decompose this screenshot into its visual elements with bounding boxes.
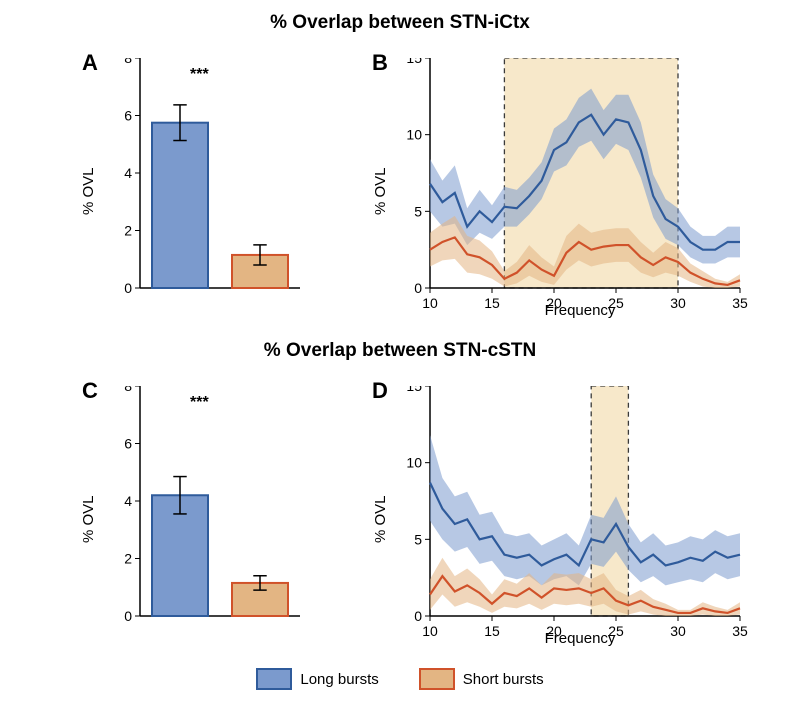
figure-root: % Overlap between STN-iCtx A 0 2 4 6 8 % OVL… bbox=[0, 0, 800, 716]
legend-item-long: Long bursts bbox=[256, 668, 378, 690]
ylabel-A: % OVL bbox=[80, 167, 97, 215]
svg-text:10: 10 bbox=[406, 455, 422, 471]
ylabel-B: % OVL bbox=[372, 167, 389, 215]
svg-text:2: 2 bbox=[124, 223, 132, 239]
svg-text:6: 6 bbox=[124, 108, 132, 124]
svg-text:15: 15 bbox=[484, 295, 500, 311]
ylabel-D: % OVL bbox=[372, 495, 389, 543]
legend-item-short: Short bursts bbox=[419, 668, 544, 690]
legend-label-long: Long bursts bbox=[300, 671, 378, 688]
panel-label-D: D bbox=[372, 378, 388, 404]
svg-text:2: 2 bbox=[124, 551, 132, 567]
svg-text:0: 0 bbox=[124, 280, 132, 296]
panel-label-A: A bbox=[82, 50, 98, 76]
svg-text:5: 5 bbox=[414, 531, 422, 547]
panel-label-B: B bbox=[372, 50, 388, 76]
legend-swatch-long bbox=[256, 668, 292, 690]
svg-text:35: 35 bbox=[732, 623, 748, 639]
svg-text:15: 15 bbox=[406, 58, 422, 66]
line-chart-D: 051015101520253035 bbox=[400, 386, 760, 646]
svg-text:0: 0 bbox=[124, 608, 132, 624]
svg-text:10: 10 bbox=[422, 295, 438, 311]
bar-chart-A: 0 2 4 6 8 bbox=[110, 58, 300, 318]
legend-label-short: Short bursts bbox=[463, 671, 544, 688]
svg-text:8: 8 bbox=[124, 386, 132, 394]
svg-text:6: 6 bbox=[124, 436, 132, 452]
svg-text:10: 10 bbox=[406, 127, 422, 143]
svg-text:0: 0 bbox=[414, 608, 422, 624]
svg-text:5: 5 bbox=[414, 203, 422, 219]
line-chart-B: 051015101520253035 bbox=[400, 58, 760, 318]
panel-label-C: C bbox=[82, 378, 98, 404]
legend-swatch-short bbox=[419, 668, 455, 690]
svg-text:4: 4 bbox=[124, 165, 132, 181]
ylabel-C: % OVL bbox=[80, 495, 97, 543]
title-bottom: % Overlap between STN-cSTN bbox=[0, 340, 800, 362]
xlabel-D: Frequency bbox=[500, 630, 660, 647]
svg-text:10: 10 bbox=[422, 623, 438, 639]
bar-chart-C: 0 2 4 6 8 bbox=[110, 386, 300, 646]
svg-text:4: 4 bbox=[124, 493, 132, 509]
svg-text:0: 0 bbox=[414, 280, 422, 296]
xlabel-B: Frequency bbox=[500, 302, 660, 319]
svg-text:15: 15 bbox=[406, 386, 422, 394]
legend: Long bursts Short bursts bbox=[0, 668, 800, 690]
svg-text:15: 15 bbox=[484, 623, 500, 639]
title-top: % Overlap between STN-iCtx bbox=[0, 12, 800, 34]
svg-text:30: 30 bbox=[670, 623, 686, 639]
svg-text:35: 35 bbox=[732, 295, 748, 311]
svg-text:8: 8 bbox=[124, 58, 132, 66]
significance-A: *** bbox=[190, 66, 209, 84]
svg-text:30: 30 bbox=[670, 295, 686, 311]
significance-C: *** bbox=[190, 394, 209, 412]
